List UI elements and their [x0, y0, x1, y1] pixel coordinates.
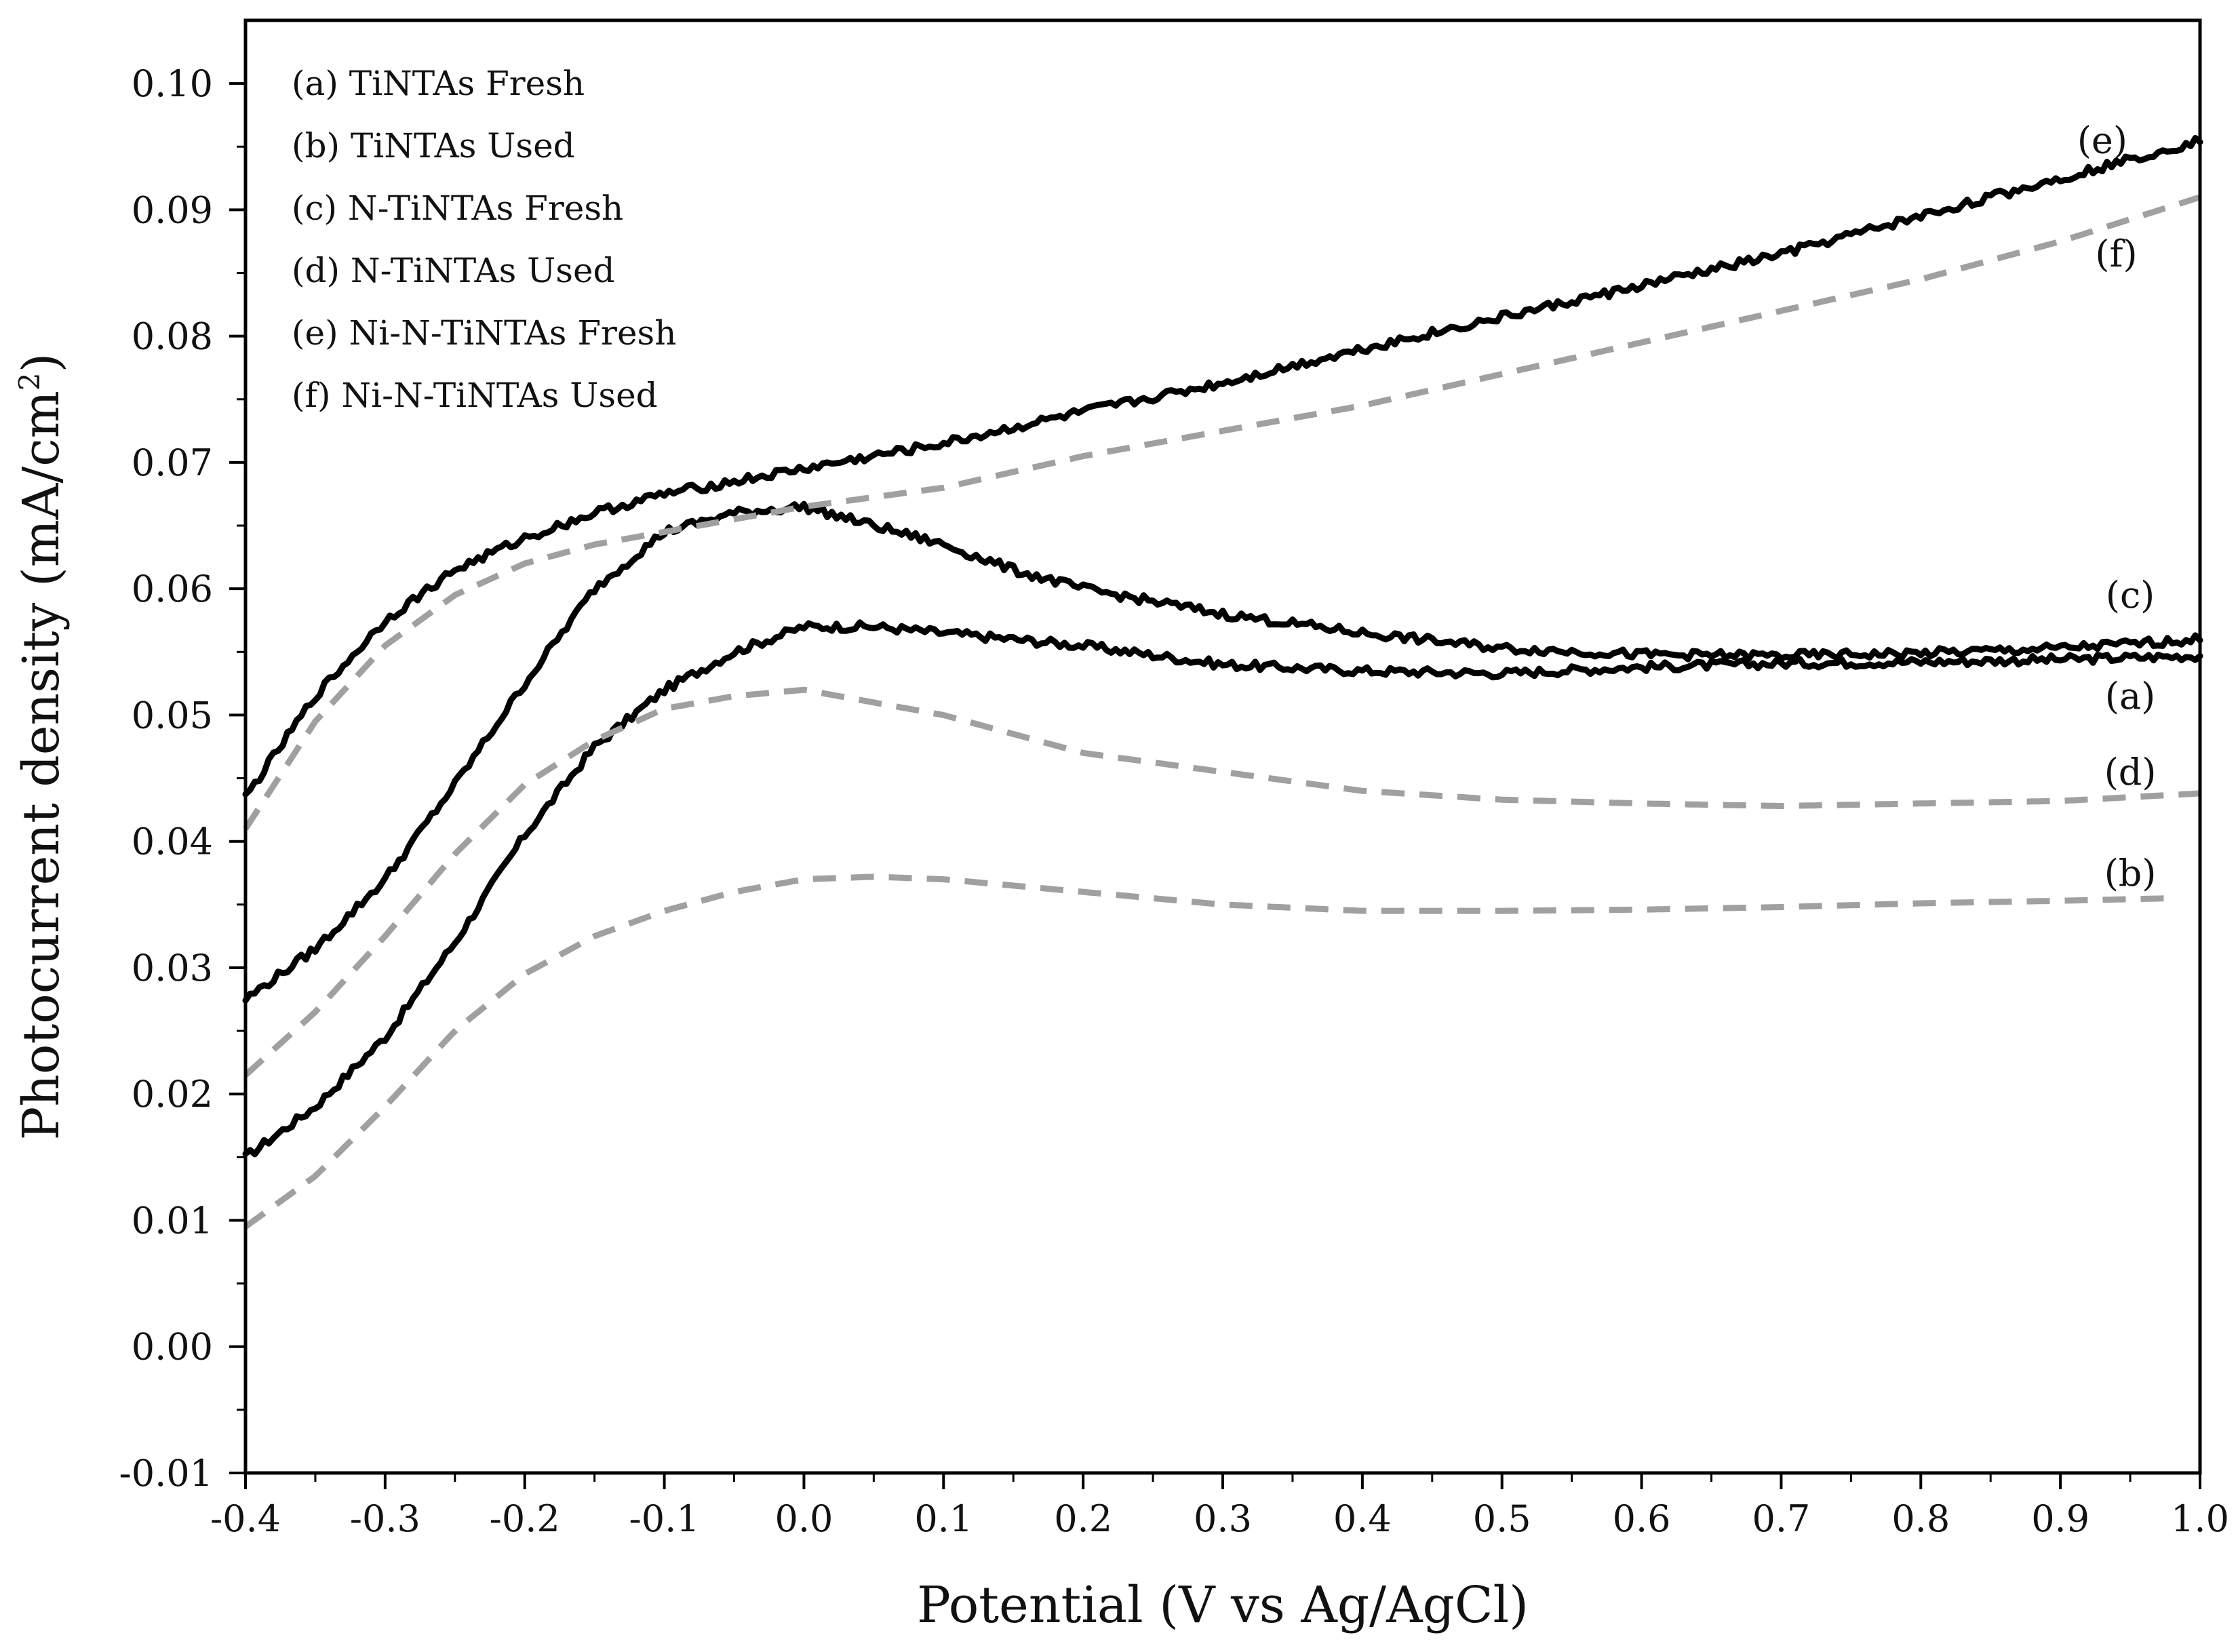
- legend-entry: (f) Ni-N-TiNTAs Used: [292, 376, 658, 415]
- y-tick-label: 0.07: [132, 441, 213, 484]
- series-line-c: [242, 500, 2203, 1004]
- legend-entry: (b) TiNTAs Used: [292, 126, 575, 165]
- series-label-f: (f): [2095, 233, 2137, 275]
- y-tick-label: 0.09: [132, 189, 213, 231]
- x-tick-label: 0.8: [1891, 1497, 1950, 1540]
- y-tick-label: 0.02: [132, 1073, 213, 1116]
- legend-entry: (c) N-TiNTAs Fresh: [292, 189, 623, 228]
- series-line-d: [243, 686, 2201, 1078]
- series-label-c: (c): [2106, 574, 2155, 616]
- x-tick-label: 1.0: [2171, 1497, 2229, 1540]
- series-line-b: [243, 873, 2172, 1230]
- x-tick-label: 0.7: [1752, 1497, 1810, 1540]
- x-tick-label: -0.3: [350, 1497, 420, 1540]
- x-tick-label: 0.0: [774, 1497, 833, 1540]
- x-tick-label: 0.9: [2031, 1497, 2089, 1540]
- x-tick-label: 0.6: [1613, 1497, 1671, 1540]
- x-tick-label: 0.1: [914, 1497, 973, 1540]
- tick-layer: -0.4 -0.3 -0.2 -0.1 0.0 0.1 0.2 0.3 0.4 0.5 0.6 0.7…: [119, 62, 2229, 1540]
- series-labels: (a) (b) (c) (d) (e) (f): [2077, 119, 2157, 894]
- y-tick-label: 0.08: [132, 315, 213, 358]
- legend: (a) TiNTAs Fresh (b) TiNTAs Used (c) N-TiN…: [292, 64, 676, 415]
- x-tick-label: 0.5: [1473, 1497, 1531, 1540]
- x-axis-title: Potential (V vs Ag/AgCl): [917, 1576, 1529, 1634]
- y-tick-label: 0.01: [132, 1199, 213, 1242]
- series-layer: [242, 135, 2203, 1230]
- y-tick-label: -0.01: [119, 1452, 213, 1495]
- series-line-a: [242, 619, 2203, 1158]
- x-tick-label: -0.4: [210, 1497, 281, 1540]
- y-axis-title: Photocurrent density (mA/cm2): [12, 353, 71, 1140]
- series-line-f: [243, 194, 2201, 831]
- series-label-b: (b): [2104, 852, 2157, 894]
- y-tick-label: 0.04: [132, 821, 213, 863]
- y-tick-label: 0.10: [132, 62, 213, 105]
- y-tick-label: 0.05: [132, 694, 213, 736]
- x-tick-label: 0.4: [1333, 1497, 1392, 1540]
- legend-entry: (e) Ni-N-TiNTAs Fresh: [292, 313, 676, 353]
- x-tick-label: -0.1: [629, 1497, 700, 1540]
- x-tick-label: 0.3: [1194, 1497, 1252, 1540]
- series-label-a: (a): [2105, 675, 2155, 717]
- series-label-d: (d): [2104, 751, 2157, 793]
- y-tick-label: 0.03: [132, 947, 213, 989]
- y-tick-label: 0.00: [132, 1326, 213, 1369]
- legend-entry: (d) N-TiNTAs Used: [292, 251, 615, 290]
- series-label-e: (e): [2077, 119, 2127, 162]
- x-tick-label: 0.2: [1054, 1497, 1112, 1540]
- series-line-e: [242, 135, 2203, 798]
- legend-entry: (a) TiNTAs Fresh: [292, 64, 585, 103]
- x-tick-label: -0.2: [490, 1497, 560, 1540]
- y-tick-label: 0.06: [132, 568, 213, 610]
